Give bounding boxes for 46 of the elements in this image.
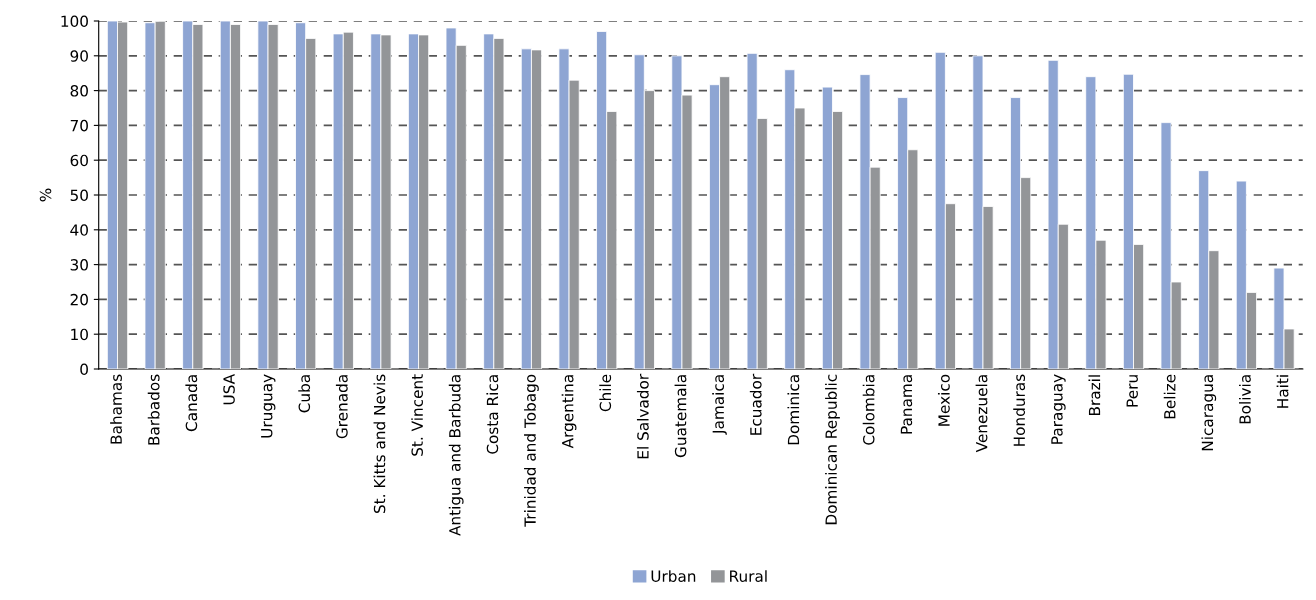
x-tick-label: Dominican Republic: [825, 374, 840, 525]
y-tick-label: 50: [70, 189, 88, 202]
x-tick-label: Mexico: [937, 374, 950, 426]
x-tick-label: Antigua and Barbuda: [448, 375, 464, 536]
y-tick-label: 30: [70, 259, 88, 271]
y-tick-label: 90: [70, 50, 88, 62]
y-axis-title: %: [39, 188, 52, 202]
x-tick-label: Honduras: [1013, 374, 1026, 446]
x-tick-label: Brazil: [1088, 375, 1101, 415]
x-tick-label: Belize: [1163, 374, 1176, 419]
x-tick-label: Cuba: [298, 375, 311, 413]
x-tick-label: Peru: [1126, 375, 1138, 407]
x-tick-label: Ecuador: [749, 373, 762, 435]
x-tick-label: Jamaica: [712, 375, 727, 435]
x-tick-label: El Salvador: [636, 373, 649, 459]
y-tick-label: 80: [70, 85, 88, 97]
x-tick-label: Canada: [185, 375, 198, 432]
x-tick-label: St. Vincent: [411, 374, 423, 456]
x-tick-label: Haiti: [1276, 375, 1289, 408]
x-tick-label: Paraguay: [1051, 374, 1066, 444]
x-tick-label: Guatemala: [674, 375, 687, 458]
y-tick-label: 100: [61, 15, 88, 28]
x-tick-label: Barbados: [147, 374, 160, 445]
x-tick-label: Bolivia: [1239, 375, 1251, 424]
x-tick-label: Grenada: [335, 375, 348, 439]
x-tick-label: Venezuela: [975, 375, 988, 453]
legend-label: Rural: [730, 570, 767, 582]
y-tick-label: 10: [71, 328, 88, 341]
x-tick-label: Chile: [599, 374, 612, 412]
x-tick-label: Dominica: [787, 375, 800, 445]
x-tick-label: Trinidad and Tobago: [524, 374, 539, 527]
legend-label: Urban: [651, 570, 696, 582]
y-tick-label: 70: [70, 119, 88, 132]
y-tick-label: 40: [70, 224, 88, 236]
x-tick-label: Costa Rica: [486, 375, 499, 454]
y-tick-label: 20: [70, 293, 88, 306]
x-tick-label: Panama: [900, 375, 913, 434]
y-tick-label: 0: [80, 363, 88, 376]
x-tick-label: Uruguay: [261, 374, 276, 438]
x-tick-label: Nicaragua: [1201, 375, 1217, 451]
x-tick-label: Bahamas: [110, 374, 122, 444]
x-tick-label: St. Kitts and Nevis: [373, 374, 386, 513]
x-tick-label: Colombia: [862, 375, 875, 445]
y-tick-label: 60: [70, 154, 88, 167]
x-tick-label: Argentina: [561, 375, 577, 449]
x-tick-label: USA: [223, 373, 235, 405]
